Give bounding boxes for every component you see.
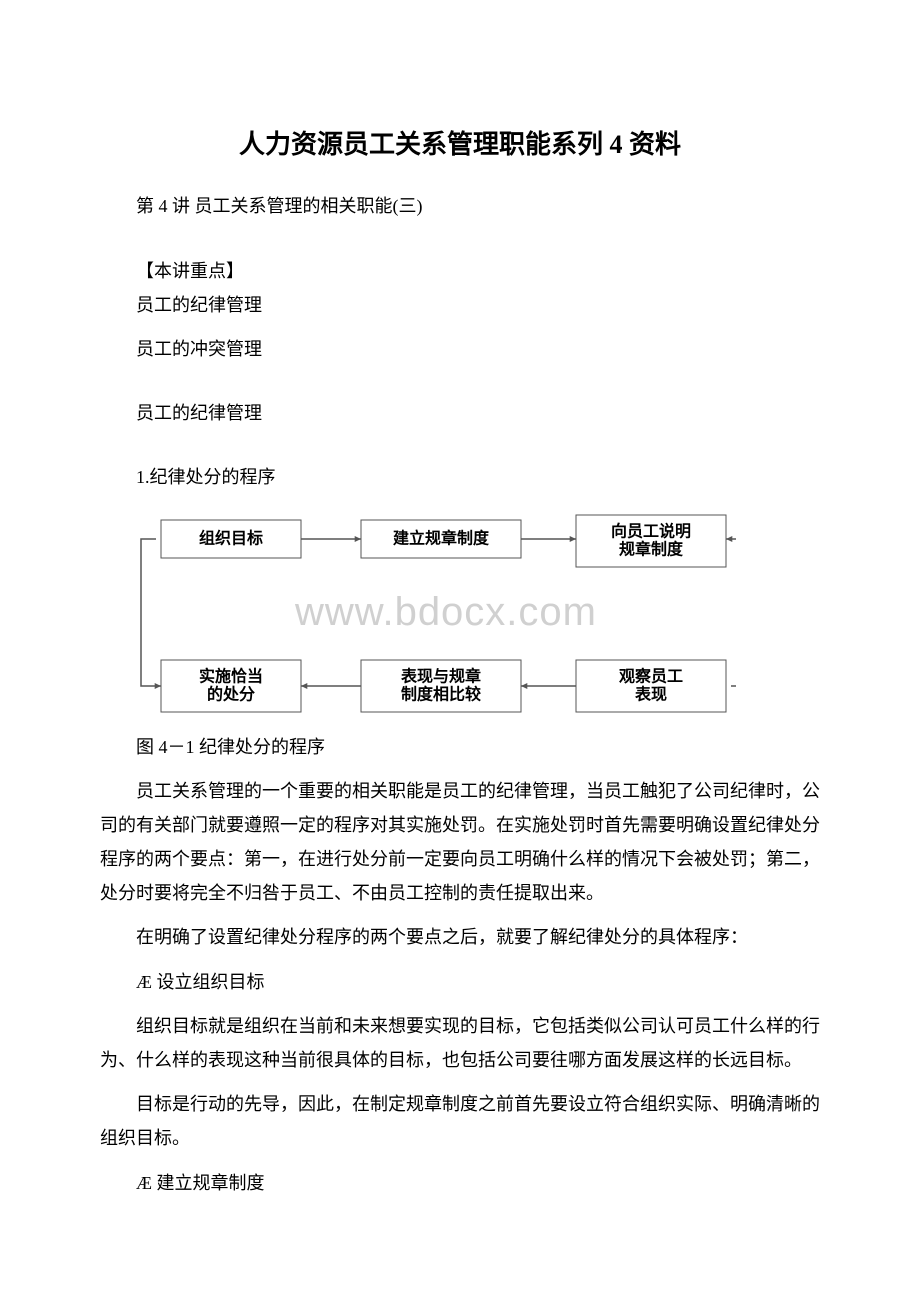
- body-paragraph: Æ 建立规章制度: [100, 1166, 820, 1200]
- key-points-label: 【本讲重点】: [100, 254, 820, 288]
- doc-title: 人力资源员工关系管理职能系列 4 资料: [100, 120, 820, 169]
- svg-text:实施恰当: 实施恰当: [199, 666, 263, 685]
- svg-text:的处分: 的处分: [207, 684, 255, 703]
- section-heading: 员工的纪律管理: [100, 396, 820, 430]
- svg-text:表现与规章: 表现与规章: [400, 666, 481, 685]
- key-point-item: 员工的冲突管理: [100, 332, 820, 366]
- body-paragraph: 员工关系管理的一个重要的相关职能是员工的纪律管理，当员工触犯了公司纪律时，公司的…: [100, 774, 820, 911]
- subsection-heading: 1.纪律处分的程序: [100, 460, 820, 494]
- svg-text:规章制度: 规章制度: [619, 539, 684, 558]
- lecture-subtitle: 第 4 讲 员工关系管理的相关职能(三): [100, 189, 820, 223]
- svg-text:表现: 表现: [634, 684, 667, 703]
- figure-caption: 图 4－1 纪律处分的程序: [100, 730, 820, 764]
- body-paragraph: 目标是行动的先导，因此，在制定规章制度之前首先要设立符合组织实际、明确清晰的组织…: [100, 1087, 820, 1155]
- svg-text:www.bdocx.com: www.bdocx.com: [294, 590, 597, 634]
- flowchart-figure: www.bdocx.com 组织目标 建立规章制度 向员工说明规章制度实施恰当的处分 表…: [136, 510, 820, 720]
- body-paragraph: Æ 设立组织目标: [100, 965, 820, 999]
- flowchart-svg: www.bdocx.com 组织目标 建立规章制度 向员工说明规章制度实施恰当的处分 表…: [136, 510, 736, 720]
- svg-text:制度相比较: 制度相比较: [401, 684, 481, 703]
- body-paragraph: 组织目标就是组织在当前和未来想要实现的目标，它包括类似公司认可员工什么样的行为、…: [100, 1009, 820, 1077]
- body-paragraph: 在明确了设置纪律处分程序的两个要点之后，就要了解纪律处分的具体程序：: [100, 920, 820, 954]
- svg-text:建立规章制度: 建立规章制度: [393, 528, 490, 547]
- svg-text:向员工说明: 向员工说明: [611, 521, 691, 540]
- svg-text:观察员工: 观察员工: [619, 666, 683, 685]
- key-point-item: 员工的纪律管理: [100, 288, 820, 322]
- svg-text:组织目标: 组织目标: [199, 528, 263, 547]
